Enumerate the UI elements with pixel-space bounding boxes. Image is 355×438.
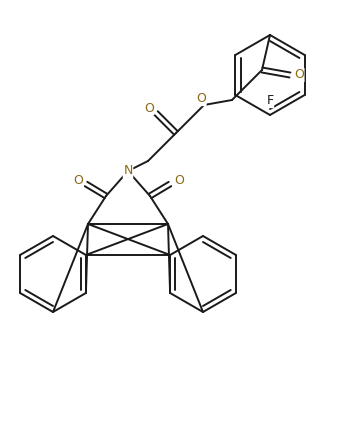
Text: N: N bbox=[123, 165, 133, 177]
Text: O: O bbox=[294, 68, 304, 81]
Text: O: O bbox=[73, 173, 83, 187]
Text: O: O bbox=[144, 102, 154, 114]
Text: F: F bbox=[267, 95, 274, 107]
Text: O: O bbox=[196, 92, 206, 106]
Text: O: O bbox=[174, 173, 184, 187]
